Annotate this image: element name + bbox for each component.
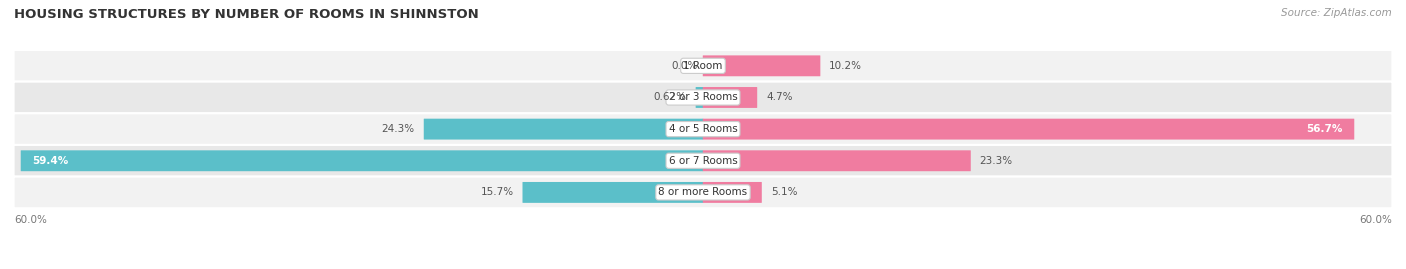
FancyBboxPatch shape — [14, 145, 1392, 176]
FancyBboxPatch shape — [703, 182, 762, 203]
Text: 24.3%: 24.3% — [381, 124, 415, 134]
FancyBboxPatch shape — [703, 119, 1354, 140]
Text: 23.3%: 23.3% — [980, 156, 1012, 166]
Text: 0.62%: 0.62% — [654, 93, 686, 102]
Text: 60.0%: 60.0% — [1360, 215, 1392, 225]
Text: 8 or more Rooms: 8 or more Rooms — [658, 187, 748, 197]
Text: 2 or 3 Rooms: 2 or 3 Rooms — [669, 93, 737, 102]
FancyBboxPatch shape — [703, 87, 758, 108]
Text: Source: ZipAtlas.com: Source: ZipAtlas.com — [1281, 8, 1392, 18]
Text: 59.4%: 59.4% — [32, 156, 69, 166]
FancyBboxPatch shape — [423, 119, 703, 140]
Text: 4.7%: 4.7% — [766, 93, 793, 102]
Text: 60.0%: 60.0% — [14, 215, 46, 225]
FancyBboxPatch shape — [14, 82, 1392, 113]
Text: 10.2%: 10.2% — [830, 61, 862, 71]
Text: 1 Room: 1 Room — [683, 61, 723, 71]
Text: 15.7%: 15.7% — [481, 187, 513, 197]
FancyBboxPatch shape — [14, 50, 1392, 82]
Text: 5.1%: 5.1% — [770, 187, 797, 197]
Text: 6 or 7 Rooms: 6 or 7 Rooms — [669, 156, 737, 166]
FancyBboxPatch shape — [703, 150, 970, 171]
Text: 0.0%: 0.0% — [671, 61, 697, 71]
FancyBboxPatch shape — [21, 150, 703, 171]
FancyBboxPatch shape — [14, 113, 1392, 145]
Text: 56.7%: 56.7% — [1306, 124, 1343, 134]
FancyBboxPatch shape — [696, 87, 703, 108]
FancyBboxPatch shape — [523, 182, 703, 203]
FancyBboxPatch shape — [14, 176, 1392, 208]
Text: 4 or 5 Rooms: 4 or 5 Rooms — [669, 124, 737, 134]
Text: HOUSING STRUCTURES BY NUMBER OF ROOMS IN SHINNSTON: HOUSING STRUCTURES BY NUMBER OF ROOMS IN… — [14, 8, 479, 21]
FancyBboxPatch shape — [703, 55, 820, 76]
